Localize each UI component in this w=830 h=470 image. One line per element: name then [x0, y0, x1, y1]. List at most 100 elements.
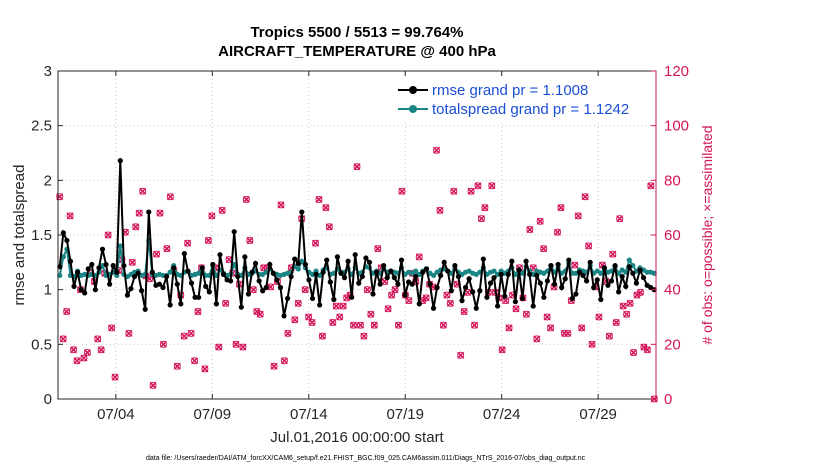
rmse-point [427, 281, 433, 287]
rmse-point [370, 291, 376, 297]
rmse-point [516, 267, 522, 273]
obs-assimilated-marker [547, 324, 555, 332]
obs-possible-marker [536, 217, 544, 225]
obs-assimilated-marker [626, 299, 634, 307]
x-axis: 07/04 07/09 07/14 07/19 07/24 07/29 [97, 71, 617, 423]
obs-possible-marker [630, 349, 638, 357]
rmse-point [587, 259, 593, 265]
rmse-point [502, 293, 508, 299]
rmse-point [245, 291, 252, 297]
obs-assimilated-marker [97, 346, 105, 354]
legend: rmse grand pr = 1.1008 totalspread grand… [395, 78, 650, 122]
rmse-point [238, 304, 244, 310]
obs-possible-marker [605, 332, 613, 340]
obs-assimilated-marker [125, 329, 133, 337]
obs-assimilated-marker [481, 204, 489, 212]
rmse-point [356, 280, 362, 286]
obs-possible-marker [301, 286, 309, 294]
y-tick-label-right: 80 [664, 172, 681, 189]
obs-assimilated-marker [467, 187, 475, 195]
x-tick-label: 07/29 [579, 406, 617, 423]
obs-possible-marker [246, 236, 254, 244]
obs-assimilated-marker [329, 318, 337, 326]
obs-possible-marker [564, 329, 572, 337]
y-tick-label-left: 0 [44, 391, 52, 408]
obs-possible-marker [325, 223, 333, 231]
obs-possible-marker [363, 286, 371, 294]
rmse-point [352, 252, 358, 258]
rmse-point [423, 266, 430, 272]
obs-possible-marker [149, 381, 157, 389]
rmse-point [167, 302, 173, 308]
obs-possible-marker [208, 212, 216, 220]
rmse-point [192, 294, 198, 300]
x-tick-label: 07/14 [290, 406, 328, 423]
rmse-point [373, 269, 380, 275]
obs-possible-marker [543, 313, 551, 321]
obs-possible-marker [585, 242, 593, 250]
y-axis-left: 0 0.5 1 1.5 2 2.5 3 [31, 63, 63, 408]
rmse-point [466, 276, 472, 282]
legend-box [395, 78, 650, 122]
obs-assimilated-marker [536, 217, 544, 225]
obs-possible-marker [374, 245, 382, 253]
rmse-point [398, 257, 405, 263]
obs-possible-marker [153, 250, 161, 258]
obs-possible-marker [477, 215, 485, 223]
obs-assimilated-marker [132, 223, 140, 231]
rmse-point [334, 254, 341, 260]
rmse-point [99, 246, 106, 252]
obs-assimilated-marker [149, 381, 157, 389]
rmse-point [591, 284, 597, 291]
obs-assimilated-marker [588, 340, 596, 348]
totalspread-point [196, 270, 202, 276]
rmse-point [459, 298, 465, 304]
x-tick-label: 07/09 [194, 406, 232, 423]
rmse-point [434, 284, 440, 291]
obs-assimilated-marker [339, 302, 347, 310]
obs-possible-marker [66, 212, 74, 220]
obs-assimilated-marker [460, 308, 468, 316]
rmse-point [480, 256, 486, 262]
rmse-point [295, 260, 301, 267]
obs-possible-marker [574, 212, 582, 220]
obs-assimilated-marker [291, 316, 299, 324]
rmse-point [512, 299, 518, 305]
obs-possible-marker [184, 239, 192, 247]
obs-possible-marker [623, 310, 631, 318]
obs-assimilated-marker [305, 313, 313, 321]
rmse-point [573, 291, 579, 297]
obs-assimilated-marker [432, 146, 441, 154]
obs-assimilated-marker [267, 283, 275, 291]
obs-assimilated-marker [609, 250, 617, 258]
rmse-point [626, 264, 632, 270]
y-tick-label-right: 100 [664, 118, 689, 135]
obs-possible-marker [498, 346, 506, 354]
obs-assimilated-marker [450, 187, 458, 195]
rmse-point [576, 269, 583, 275]
obs-assimilated-marker [367, 310, 375, 318]
rmse-point [363, 255, 369, 261]
obs-possible-marker [180, 332, 188, 340]
rmse-point [605, 282, 611, 288]
rmse-point [135, 270, 141, 276]
obs-assimilated-marker [585, 242, 593, 250]
obs-possible-marker [433, 146, 441, 154]
obs-assimilated-marker [59, 335, 67, 343]
totalspread-point [60, 254, 66, 260]
rmse-point [64, 237, 70, 244]
obs-assimilated-marker [108, 324, 116, 332]
obs-assimilated-marker [446, 299, 454, 307]
obs-possible-marker [522, 310, 530, 318]
obs-possible-marker [571, 261, 579, 269]
rmse-point [569, 295, 575, 302]
obs-assimilated-marker [80, 354, 88, 362]
rmse-point [103, 261, 109, 268]
obs-possible-marker [588, 340, 596, 348]
obs-possible-marker [277, 201, 285, 209]
obs-possible-marker [215, 343, 223, 351]
obs-assimilated-marker [215, 343, 223, 351]
rmse-point [633, 280, 640, 286]
obs-assimilated-marker [398, 187, 406, 195]
rmse-point [124, 292, 131, 298]
